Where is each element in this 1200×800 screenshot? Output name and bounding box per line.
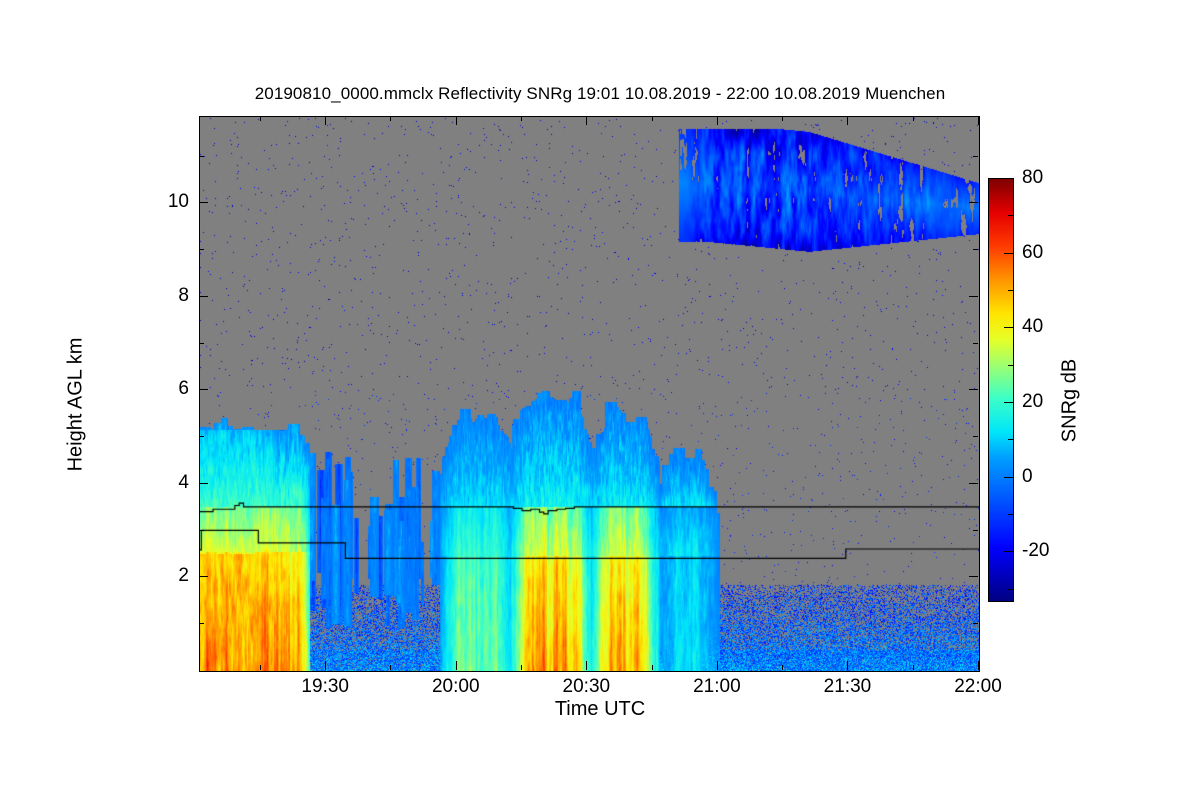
x-tick-mark: [978, 661, 979, 670]
colorbar-minor-tick-mark: [1008, 364, 1013, 366]
y-tick-mark: [199, 202, 208, 204]
x-tick-label: 20:00: [431, 676, 480, 697]
colorbar-minor-tick-mark: [1008, 514, 1013, 516]
x-tick-mark: [716, 661, 718, 670]
y-tick-mark: [969, 295, 978, 297]
colorbar-tick-mark: [1004, 327, 1013, 329]
x-tick-label: 19:30: [301, 676, 349, 697]
y-axis-tick-labels: 2 4 6 8 10: [143, 0, 189, 800]
y-minor-tick-mark: [973, 436, 978, 438]
y-minor-tick-mark: [199, 436, 204, 438]
x-tick-label: 21:00: [693, 676, 741, 697]
colorbar-title: SNRg dB: [1058, 358, 1081, 443]
x-tick-mark: [455, 116, 457, 125]
y-minor-tick-mark: [973, 249, 978, 251]
colorbar: [988, 178, 1014, 602]
colorbar-tick-mark: [1004, 402, 1013, 404]
y-minor-tick-mark: [199, 342, 204, 344]
colorbar-tick-label: 0: [1022, 465, 1033, 487]
x-tick-mark: [325, 661, 327, 670]
y-minor-tick-mark: [973, 529, 978, 531]
x-tick-mark: [847, 661, 849, 670]
x-tick-mark: [325, 116, 327, 125]
colorbar-tick-mark: [1004, 252, 1013, 254]
x-minor-tick-mark: [782, 665, 784, 670]
colorbar-tick-mark: [1004, 178, 1013, 179]
y-tick-mark: [969, 576, 978, 578]
x-tick-mark: [586, 116, 588, 125]
colorbar-gradient: [989, 179, 1013, 601]
x-minor-tick-mark: [390, 116, 392, 121]
colorbar-minor-tick-mark: [1008, 588, 1013, 590]
x-tick-label: 21:30: [823, 676, 872, 697]
y-tick-label: 8: [178, 284, 189, 306]
x-tick-label: 22:00: [954, 676, 1002, 697]
y-tick-label: 10: [167, 191, 189, 213]
y-minor-tick-mark: [973, 342, 978, 344]
colorbar-tick-mark: [1004, 551, 1013, 553]
y-tick-mark: [199, 295, 208, 297]
x-tick-label: 20:30: [562, 676, 611, 697]
x-minor-tick-mark: [651, 665, 653, 670]
x-tick-mark: [978, 116, 979, 125]
colorbar-tick-label: -20: [1022, 540, 1050, 562]
y-tick-mark: [199, 389, 208, 391]
x-minor-tick-mark: [912, 665, 914, 670]
plot-area: [199, 116, 980, 672]
y-minor-tick-mark: [973, 155, 978, 157]
colorbar-tick-label: 20: [1022, 391, 1044, 413]
x-tick-mark: [716, 116, 718, 125]
x-minor-tick-mark: [259, 116, 261, 121]
colorbar-tick-label: 60: [1022, 241, 1044, 263]
y-tick-label: 2: [178, 565, 189, 587]
x-minor-tick-mark: [521, 116, 523, 121]
y-minor-tick-mark: [199, 155, 204, 157]
x-tick-mark: [455, 661, 457, 670]
colorbar-tick-label: 80: [1022, 167, 1044, 188]
colorbar-minor-tick-mark: [1008, 290, 1013, 292]
y-minor-tick-mark: [199, 529, 204, 531]
y-axis-title: Height AGL km: [64, 337, 87, 472]
y-minor-tick-mark: [199, 623, 204, 625]
y-tick-label: 6: [178, 378, 189, 400]
y-tick-mark: [199, 576, 208, 578]
x-minor-tick-mark: [259, 665, 261, 670]
reflectivity-heatmap: [200, 117, 979, 671]
y-tick-label: 4: [178, 471, 189, 493]
x-axis-title: Time UTC: [554, 698, 646, 720]
x-minor-tick-mark: [782, 116, 784, 121]
y-minor-tick-mark: [199, 249, 204, 251]
y-tick-mark: [969, 482, 978, 484]
x-minor-tick-mark: [390, 665, 392, 670]
plot-title: 20190810_0000.mmclx Reflectivity SNRg 19…: [254, 84, 946, 103]
y-tick-mark: [969, 202, 978, 204]
y-tick-mark: [969, 389, 978, 391]
x-tick-mark: [847, 116, 849, 125]
x-tick-mark: [586, 661, 588, 670]
x-minor-tick-mark: [912, 116, 914, 121]
y-minor-tick-mark: [973, 623, 978, 625]
colorbar-minor-tick-mark: [1008, 215, 1013, 217]
colorbar-tick-mark: [1004, 476, 1013, 478]
colorbar-minor-tick-mark: [1008, 439, 1013, 441]
y-tick-mark: [199, 482, 208, 484]
colorbar-tick-label: 40: [1022, 316, 1044, 338]
x-axis-tick-labels: 19:30 20:00 20:30 21:00 21:30 22:00: [0, 676, 1200, 706]
x-minor-tick-mark: [651, 116, 653, 121]
x-minor-tick-mark: [521, 665, 523, 670]
